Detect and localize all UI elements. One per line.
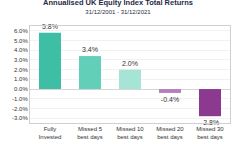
svg-text:Missed 30best days: Missed 30best days (196, 126, 224, 140)
svg-text:-0.4%: -0.4% (161, 96, 179, 103)
svg-text:Missed 10best days: Missed 10best days (116, 126, 144, 140)
svg-text:Missed 5best days: Missed 5best days (77, 126, 103, 140)
svg-text:0.0%: 0.0% (14, 86, 28, 92)
svg-text:-2.0%: -2.0% (12, 106, 28, 112)
svg-text:3.4%: 3.4% (82, 46, 98, 53)
svg-text:Annualised UK Equity Index Tot: Annualised UK Equity Index Total Returns… (43, 0, 193, 15)
svg-text:6.0%: 6.0% (14, 28, 28, 34)
svg-text:2.0%: 2.0% (122, 60, 138, 67)
svg-text:3.0%: 3.0% (14, 57, 28, 63)
svg-text:-1.0%: -1.0% (12, 96, 28, 102)
svg-text:2.0%: 2.0% (14, 67, 28, 73)
svg-text:4.0%: 4.0% (14, 47, 28, 53)
svg-text:5.8%: 5.8% (42, 23, 58, 30)
svg-text:1.0%: 1.0% (14, 76, 28, 82)
svg-text:FullyInvested: FullyInvested (39, 126, 62, 140)
svg-text:-3.0%: -3.0% (12, 115, 28, 121)
svg-text:Missed 20best days: Missed 20best days (156, 126, 184, 140)
svg-text:5.0%: 5.0% (14, 38, 28, 44)
svg-text:-2.8%: -2.8% (201, 119, 219, 126)
